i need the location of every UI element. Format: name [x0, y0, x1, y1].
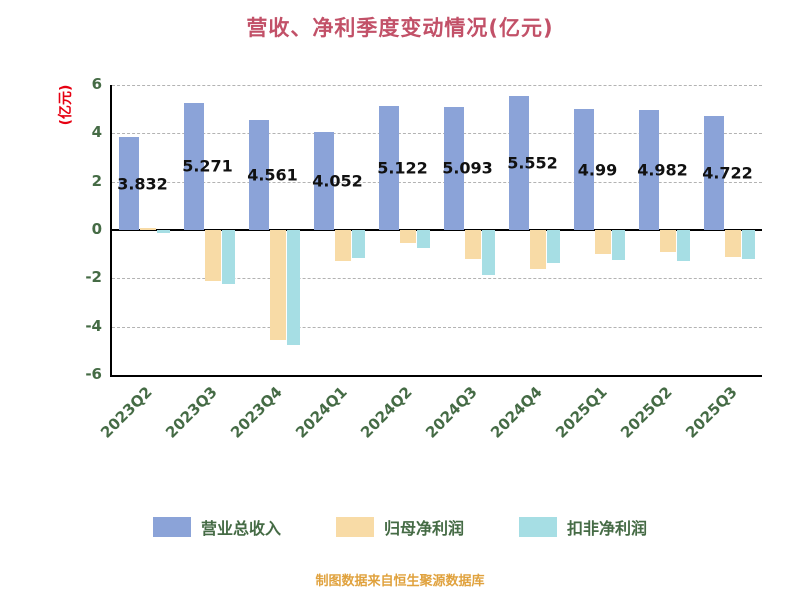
bar-营业总收入-2025Q1: [574, 109, 594, 230]
bar-扣非净利润-2025Q1: [612, 230, 625, 261]
zero-axis-line: [112, 229, 762, 231]
y-tick-label: -6: [85, 365, 102, 383]
legend-swatch: [152, 517, 191, 537]
bar-营业总收入-2023Q2: [119, 137, 139, 230]
legend-item-归母净利润: 归母净利润: [335, 515, 464, 539]
value-label: 4.982: [637, 160, 688, 180]
bar-归母净利润-2025Q1: [595, 230, 611, 255]
gridline: [112, 181, 762, 183]
legend-label: 归母净利润: [383, 519, 464, 538]
y-tick-label: -4: [85, 316, 102, 335]
bar-扣非净利润-2023Q4: [287, 230, 300, 345]
value-label: 3.832: [117, 174, 168, 194]
bar-营业总收入-2024Q2: [379, 106, 399, 230]
bar-营业总收入-2023Q3: [184, 102, 204, 230]
bar-归母净利润-2025Q2: [660, 230, 676, 252]
bar-扣非净利润-2024Q1: [352, 230, 365, 258]
gridline: [112, 85, 762, 86]
legend-swatch: [519, 517, 557, 537]
value-label: 4.99: [577, 160, 618, 180]
bar-营业总收入-2024Q3: [444, 106, 464, 230]
y-tick-label: 0: [91, 220, 102, 238]
bar-营业总收入-2024Q4: [509, 95, 529, 230]
gridline: [112, 278, 762, 280]
bar-扣非净利润-2023Q2: [157, 230, 170, 233]
bar-营业总收入-2025Q3: [704, 115, 724, 230]
x-tick-label: 2025Q2: [616, 383, 676, 442]
value-label: 5.093: [442, 158, 493, 178]
gridline: [112, 326, 762, 328]
x-tick-label: 2025Q1: [551, 383, 611, 442]
bar-归母净利润-2025Q3: [725, 230, 741, 257]
legend-label: 营业总收入: [200, 519, 281, 538]
x-tick-label: 2024Q4: [486, 383, 546, 442]
bar-扣非净利润-2023Q3: [222, 230, 235, 285]
bar-归母净利润-2024Q1: [335, 230, 351, 262]
bar-扣非净利润-2024Q4: [547, 230, 560, 263]
chart-title: 营收、净利季度变动情况(亿元): [246, 16, 554, 40]
x-tick-label: 2024Q1: [291, 383, 351, 442]
x-tick-label: 2024Q2: [356, 383, 416, 442]
bar-归母净利润-2023Q2: [140, 228, 156, 230]
legend-item-扣非净利润: 扣非净利润: [519, 515, 647, 539]
x-tick-label: 2023Q3: [161, 383, 221, 442]
bar-归母净利润-2024Q3: [465, 230, 481, 259]
value-label: 5.552: [507, 153, 558, 173]
bar-扣非净利润-2025Q3: [742, 230, 755, 259]
legend: 营业总收入 归母净利润 扣非净利润: [0, 515, 800, 539]
bar-营业总收入-2023Q4: [249, 119, 269, 230]
bar-归母净利润-2023Q4: [270, 230, 286, 340]
value-label: 5.122: [377, 158, 428, 178]
y-tick-label: 4: [91, 123, 102, 142]
x-tick-label: 2023Q4: [226, 383, 286, 442]
value-label: 5.271: [182, 156, 233, 176]
legend-swatch: [335, 517, 374, 537]
bar-归母净利润-2024Q2: [400, 230, 416, 244]
value-label: 4.052: [312, 171, 363, 191]
y-tick-label: 2: [91, 171, 102, 190]
bar-扣非净利润-2025Q2: [677, 230, 690, 262]
plot-area: [110, 85, 762, 377]
bar-归母净利润-2023Q3: [205, 230, 221, 281]
value-label: 4.722: [702, 163, 753, 183]
source-note: 制图数据来自恒生聚源数据库: [315, 574, 485, 589]
gridline: [112, 133, 762, 135]
x-tick-label: 2024Q3: [421, 383, 481, 442]
bar-扣非净利润-2024Q3: [482, 230, 495, 275]
legend-label: 扣非净利润: [567, 519, 648, 538]
x-tick-label: 2025Q3: [681, 383, 741, 442]
legend-item-营业总收入: 营业总收入: [152, 515, 281, 539]
bar-营业总收入-2025Q2: [639, 109, 659, 230]
y-tick-label: -2: [85, 268, 102, 287]
value-label: 4.561: [247, 165, 298, 185]
x-tick-label: 2023Q2: [96, 383, 156, 442]
bar-归母净利润-2024Q4: [530, 230, 546, 269]
bar-扣非净利润-2024Q2: [417, 230, 430, 249]
bar-营业总收入-2024Q1: [314, 132, 334, 230]
y-tick-label: 6: [91, 75, 102, 93]
